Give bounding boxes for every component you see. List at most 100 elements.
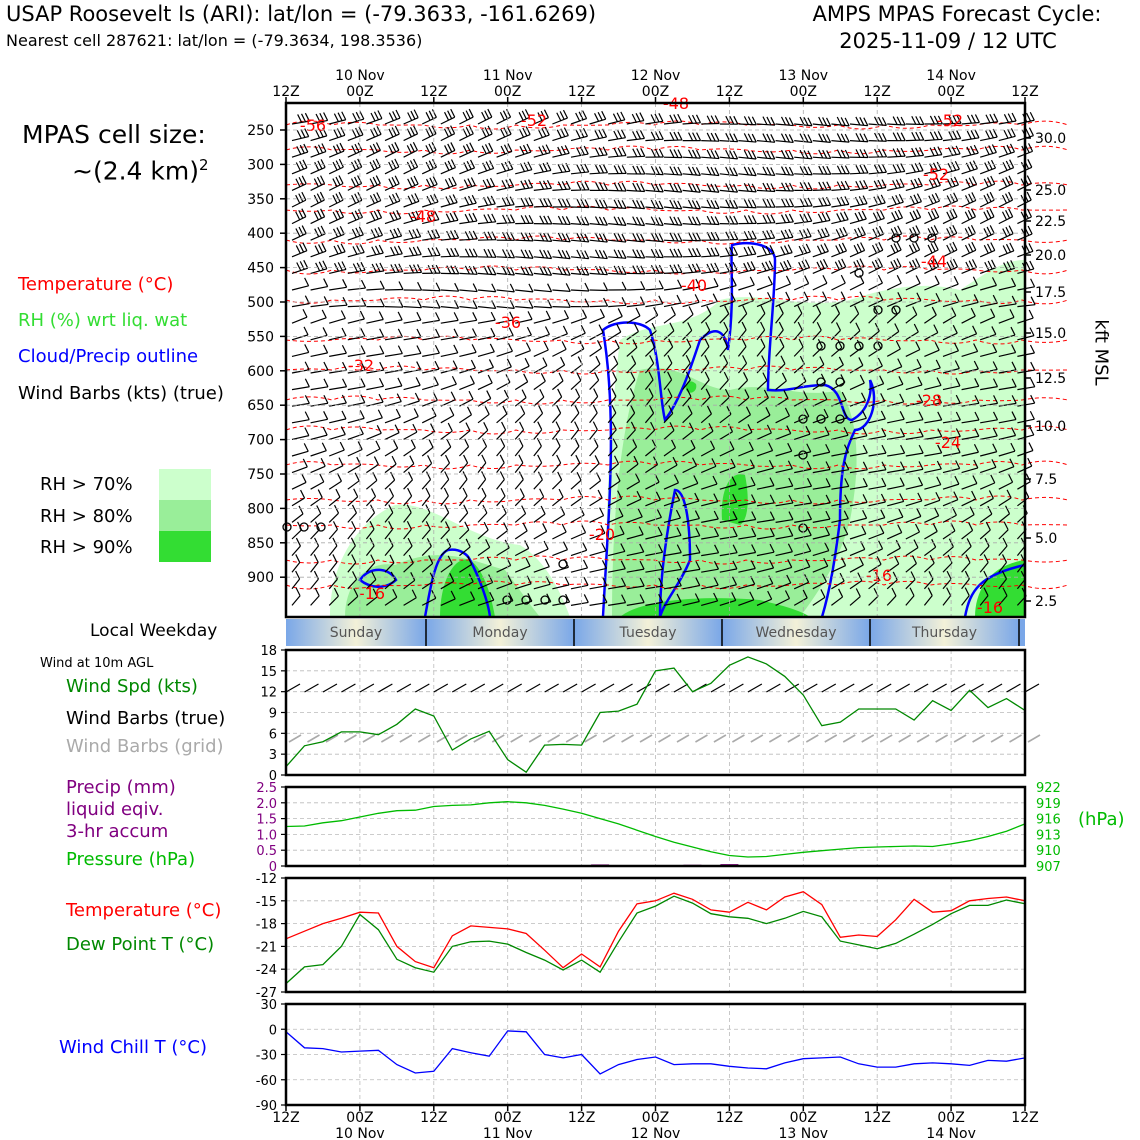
wind-barb bbox=[607, 339, 620, 357]
wind-barb-feather bbox=[378, 311, 384, 320]
surface-grid-wind-barb bbox=[547, 734, 561, 743]
wind-barb bbox=[980, 443, 998, 457]
wind-barb-shaft bbox=[422, 368, 440, 374]
pressure-tick-label: 500 bbox=[247, 295, 274, 311]
wind-barb bbox=[403, 328, 422, 341]
wind-barb-feather bbox=[377, 110, 383, 119]
wind-barb-feather bbox=[855, 165, 861, 174]
wind-barb-feather bbox=[974, 378, 980, 387]
wind-barb-shaft bbox=[905, 366, 922, 374]
wind-barb bbox=[608, 232, 627, 243]
wind-barb bbox=[458, 438, 470, 457]
wind-barb-feather bbox=[763, 389, 769, 399]
wind-barb-feather bbox=[862, 461, 868, 471]
wind-barb-feather bbox=[768, 442, 774, 451]
wind-barb-feather bbox=[406, 520, 412, 530]
wind-barb bbox=[738, 441, 754, 457]
wind-barb-shaft bbox=[700, 346, 710, 357]
wind-barb-feather bbox=[687, 322, 693, 331]
wind-barb-feather bbox=[761, 262, 767, 272]
surface-grid-wind-barb bbox=[307, 734, 320, 743]
wind-barb-shaft bbox=[794, 518, 812, 523]
wind-barb bbox=[738, 182, 757, 193]
wind-barb-feather bbox=[632, 438, 638, 448]
wind-barb-feather bbox=[486, 556, 492, 566]
wind-barb-shaft bbox=[310, 150, 327, 158]
wind-barb bbox=[682, 149, 702, 159]
wind-barb-feather bbox=[489, 177, 496, 187]
wind-barb-shaft bbox=[923, 562, 935, 573]
wind-barb-feather bbox=[710, 247, 716, 257]
wind-barb-shaft bbox=[924, 452, 942, 457]
wind-barb-shaft bbox=[533, 566, 550, 573]
surface-grid-wind-barb bbox=[842, 734, 856, 743]
wind-barb-feather bbox=[840, 165, 846, 174]
wind-barb bbox=[812, 589, 826, 606]
wind-barb-feather bbox=[751, 215, 757, 224]
wind-barb-shaft bbox=[514, 513, 527, 523]
wind-barb-feather bbox=[937, 146, 943, 155]
wind-barb-feather bbox=[1005, 176, 1011, 186]
wind-barb-shaft bbox=[310, 562, 319, 573]
pressure-tick-label: 550 bbox=[247, 329, 274, 345]
wind-barb-feather bbox=[826, 181, 832, 191]
wind-barb-shaft bbox=[496, 512, 507, 523]
wind-barb-shaft bbox=[701, 501, 718, 507]
wind-barb-shaft bbox=[607, 515, 624, 523]
wind-barb bbox=[459, 177, 476, 191]
wind-barb-shaft bbox=[403, 447, 416, 457]
wind-barb bbox=[291, 521, 303, 540]
wind-barb-feather bbox=[784, 407, 790, 417]
wind-barb-shaft bbox=[719, 568, 738, 573]
wind-barb bbox=[477, 438, 488, 457]
wind-barb bbox=[886, 571, 898, 590]
wind-barb bbox=[793, 291, 809, 308]
wind-barb bbox=[347, 328, 366, 341]
wind-barb-feather bbox=[838, 588, 844, 598]
wind-barb bbox=[812, 227, 830, 241]
wind-barb bbox=[775, 559, 793, 573]
wind-barb-shaft bbox=[458, 462, 469, 473]
wind-barb-feather bbox=[1030, 378, 1036, 388]
wind-barb-feather bbox=[353, 176, 360, 186]
wind-barb bbox=[570, 249, 590, 260]
wind-barb-shaft bbox=[384, 217, 401, 225]
wind-barb-feather bbox=[528, 215, 534, 224]
wind-barb-feather bbox=[316, 176, 323, 186]
wind-barb-feather bbox=[431, 229, 437, 239]
wind-barb-feather bbox=[972, 176, 978, 185]
wind-barb-feather bbox=[446, 438, 452, 448]
wind-barb bbox=[533, 373, 546, 391]
wind-barb-shaft bbox=[552, 188, 571, 191]
wind-barb bbox=[738, 459, 755, 474]
wind-barb-feather bbox=[411, 589, 417, 599]
wind-barb-feather bbox=[428, 555, 434, 564]
wind-barb-shaft bbox=[515, 169, 533, 175]
wind-barb-feather bbox=[321, 442, 327, 452]
wind-barb bbox=[514, 126, 531, 142]
wind-barb bbox=[365, 554, 376, 573]
wind-barb-feather bbox=[304, 411, 310, 420]
calm-wind-circle bbox=[835, 377, 845, 387]
wind-barb-feather bbox=[409, 455, 415, 464]
wind-barb-feather bbox=[504, 161, 510, 171]
wind-barb-feather bbox=[741, 321, 747, 331]
wind-barb-shaft bbox=[570, 289, 589, 292]
wind-barb-shaft bbox=[923, 595, 933, 606]
wind-barb-shaft bbox=[812, 416, 829, 424]
wind-barb bbox=[366, 378, 385, 391]
wind-barb-feather bbox=[948, 131, 954, 140]
wind-barb-shaft bbox=[887, 155, 906, 158]
wind-barb-feather bbox=[916, 292, 922, 301]
wind-barb-feather bbox=[983, 245, 989, 254]
wind-barb-feather bbox=[807, 494, 813, 504]
wind-barb bbox=[980, 343, 998, 357]
wind-barb-feather bbox=[1003, 129, 1009, 139]
wind-barb-feather bbox=[987, 505, 993, 515]
wind-barb-feather bbox=[388, 537, 394, 547]
wind-barb-shaft bbox=[366, 479, 378, 490]
wind-barb-shaft bbox=[942, 266, 958, 274]
wind-barb-feather bbox=[636, 200, 642, 209]
wind-barb-feather bbox=[766, 214, 772, 224]
wind-barb-feather bbox=[373, 210, 379, 220]
